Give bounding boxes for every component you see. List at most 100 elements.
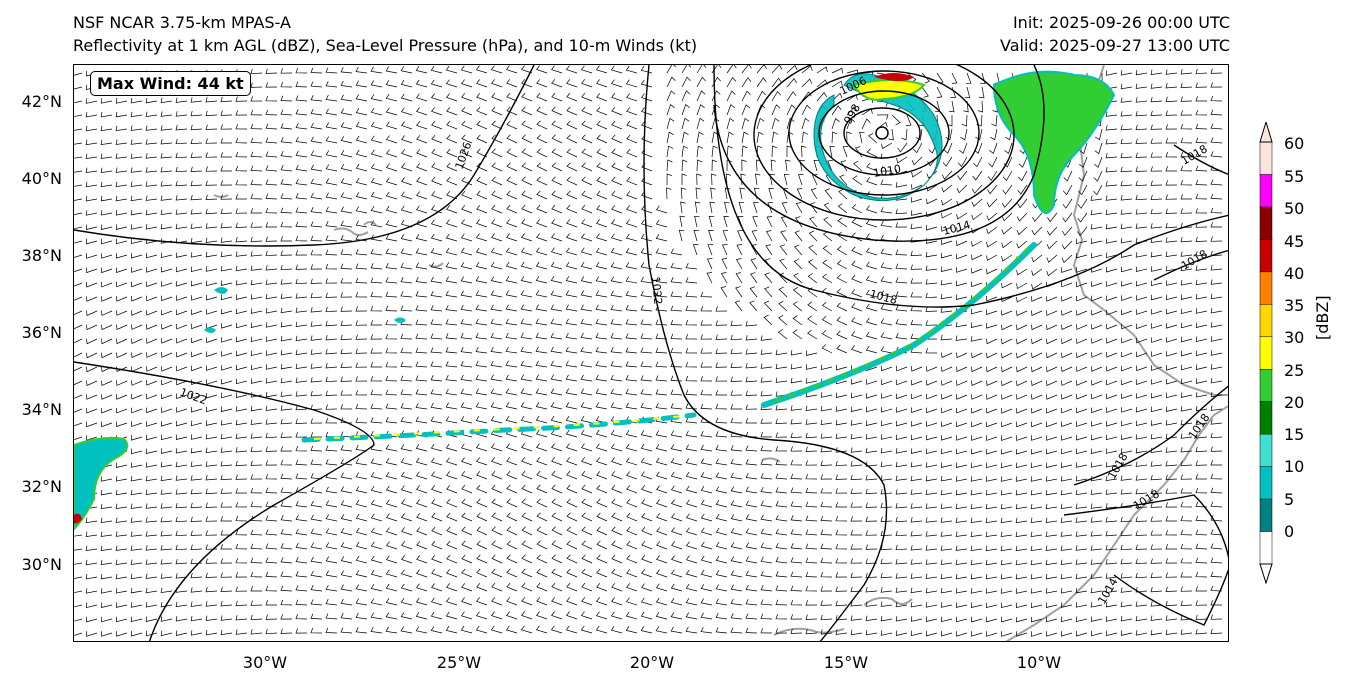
wind-barb <box>370 612 383 620</box>
wind-barb <box>566 484 578 494</box>
wind-barb <box>741 77 752 88</box>
wind-barb <box>566 611 578 620</box>
wind-barb <box>280 405 293 411</box>
wind-barb <box>895 630 908 636</box>
wind-barb <box>370 334 383 340</box>
wind-barb <box>220 615 233 621</box>
wind-barb <box>355 66 368 74</box>
wind-barb <box>715 431 728 438</box>
wind-barb <box>610 304 623 312</box>
wind-barb <box>101 281 113 288</box>
wind-barb <box>1076 310 1088 316</box>
wind-barb <box>445 319 458 326</box>
wind-barb <box>611 526 623 536</box>
wind-barb <box>880 262 893 270</box>
wind-barb <box>770 159 776 172</box>
wind-barb <box>190 166 203 172</box>
wind-barb <box>325 390 338 396</box>
wind-barb <box>596 79 608 88</box>
wind-barb <box>1195 419 1208 425</box>
wind-barb <box>685 458 698 466</box>
wind-barb <box>310 164 323 172</box>
wind-barb <box>851 317 863 326</box>
wind-barb <box>475 332 488 340</box>
wind-barb <box>910 559 923 565</box>
wind-barb <box>580 65 593 74</box>
wind-barb <box>565 402 578 410</box>
wind-barb <box>795 216 803 228</box>
wind-barb <box>910 545 923 551</box>
wind-barb <box>1195 515 1208 522</box>
wind-barb <box>1166 365 1178 371</box>
wind-barb <box>400 612 413 620</box>
wind-barb <box>236 322 248 329</box>
wind-barb <box>325 556 338 564</box>
wind-barb <box>866 162 878 172</box>
wind-barb <box>265 557 278 564</box>
wind-barb <box>736 244 743 256</box>
wind-barb <box>235 124 248 130</box>
wind-barb <box>641 540 653 550</box>
wind-barb <box>955 545 968 551</box>
wind-barb <box>1105 517 1118 523</box>
wind-barb <box>506 120 518 130</box>
wind-barb <box>1180 406 1193 412</box>
wind-barb <box>1105 531 1118 537</box>
wind-barb <box>625 219 638 228</box>
wind-barb <box>74 352 83 358</box>
wind-barb <box>851 345 863 354</box>
wind-barb <box>670 499 683 508</box>
wind-barb <box>940 476 953 482</box>
wind-barb <box>355 598 368 606</box>
wind-barb <box>1076 295 1088 302</box>
wind-barb <box>986 338 998 345</box>
wind-barb <box>325 500 338 508</box>
wind-barb <box>1120 152 1133 159</box>
wind-barb <box>295 109 308 116</box>
wind-barb <box>550 402 563 410</box>
wind-barb <box>611 219 623 228</box>
wind-barb <box>1076 393 1088 400</box>
wind-barb <box>611 512 623 522</box>
wind-barb <box>1120 573 1133 579</box>
isobar-1006 <box>788 70 980 196</box>
wind-barb <box>610 374 623 382</box>
wind-barb <box>910 319 923 326</box>
wind-barb <box>1120 180 1133 187</box>
wind-barb <box>325 599 338 606</box>
wind-barb <box>1075 503 1088 509</box>
wind-barb <box>521 79 533 88</box>
wind-barb <box>786 78 797 88</box>
wind-barb <box>595 429 608 438</box>
wind-barb <box>734 300 743 312</box>
wind-barb <box>1046 324 1058 331</box>
wind-barb <box>925 616 938 622</box>
wind-barb <box>115 210 128 216</box>
wind-barb <box>1001 212 1013 222</box>
wind-barb <box>160 167 173 173</box>
wind-barb <box>565 290 578 298</box>
wind-barb <box>792 329 803 340</box>
wind-barb <box>655 583 668 592</box>
wind-barb <box>666 104 675 116</box>
wind-barb <box>655 597 668 606</box>
wind-barb <box>1120 252 1133 258</box>
wind-barb <box>385 458 398 466</box>
wind-barb <box>415 375 428 382</box>
wind-barb <box>768 188 774 200</box>
wind-barb <box>986 407 998 414</box>
wind-barb <box>896 365 908 372</box>
wind-barb <box>190 434 203 440</box>
wind-barb <box>596 457 608 466</box>
wind-barb <box>940 616 953 623</box>
wind-barb <box>86 267 98 274</box>
wind-barb <box>771 77 782 88</box>
wind-barb <box>1121 351 1133 358</box>
wind-barb <box>74 128 83 131</box>
wind-barb <box>460 443 473 452</box>
wind-barb <box>745 613 758 620</box>
wind-barb <box>86 380 98 387</box>
wind-barb <box>130 489 143 496</box>
wind-barb <box>235 392 248 398</box>
wind-barb <box>805 557 818 564</box>
